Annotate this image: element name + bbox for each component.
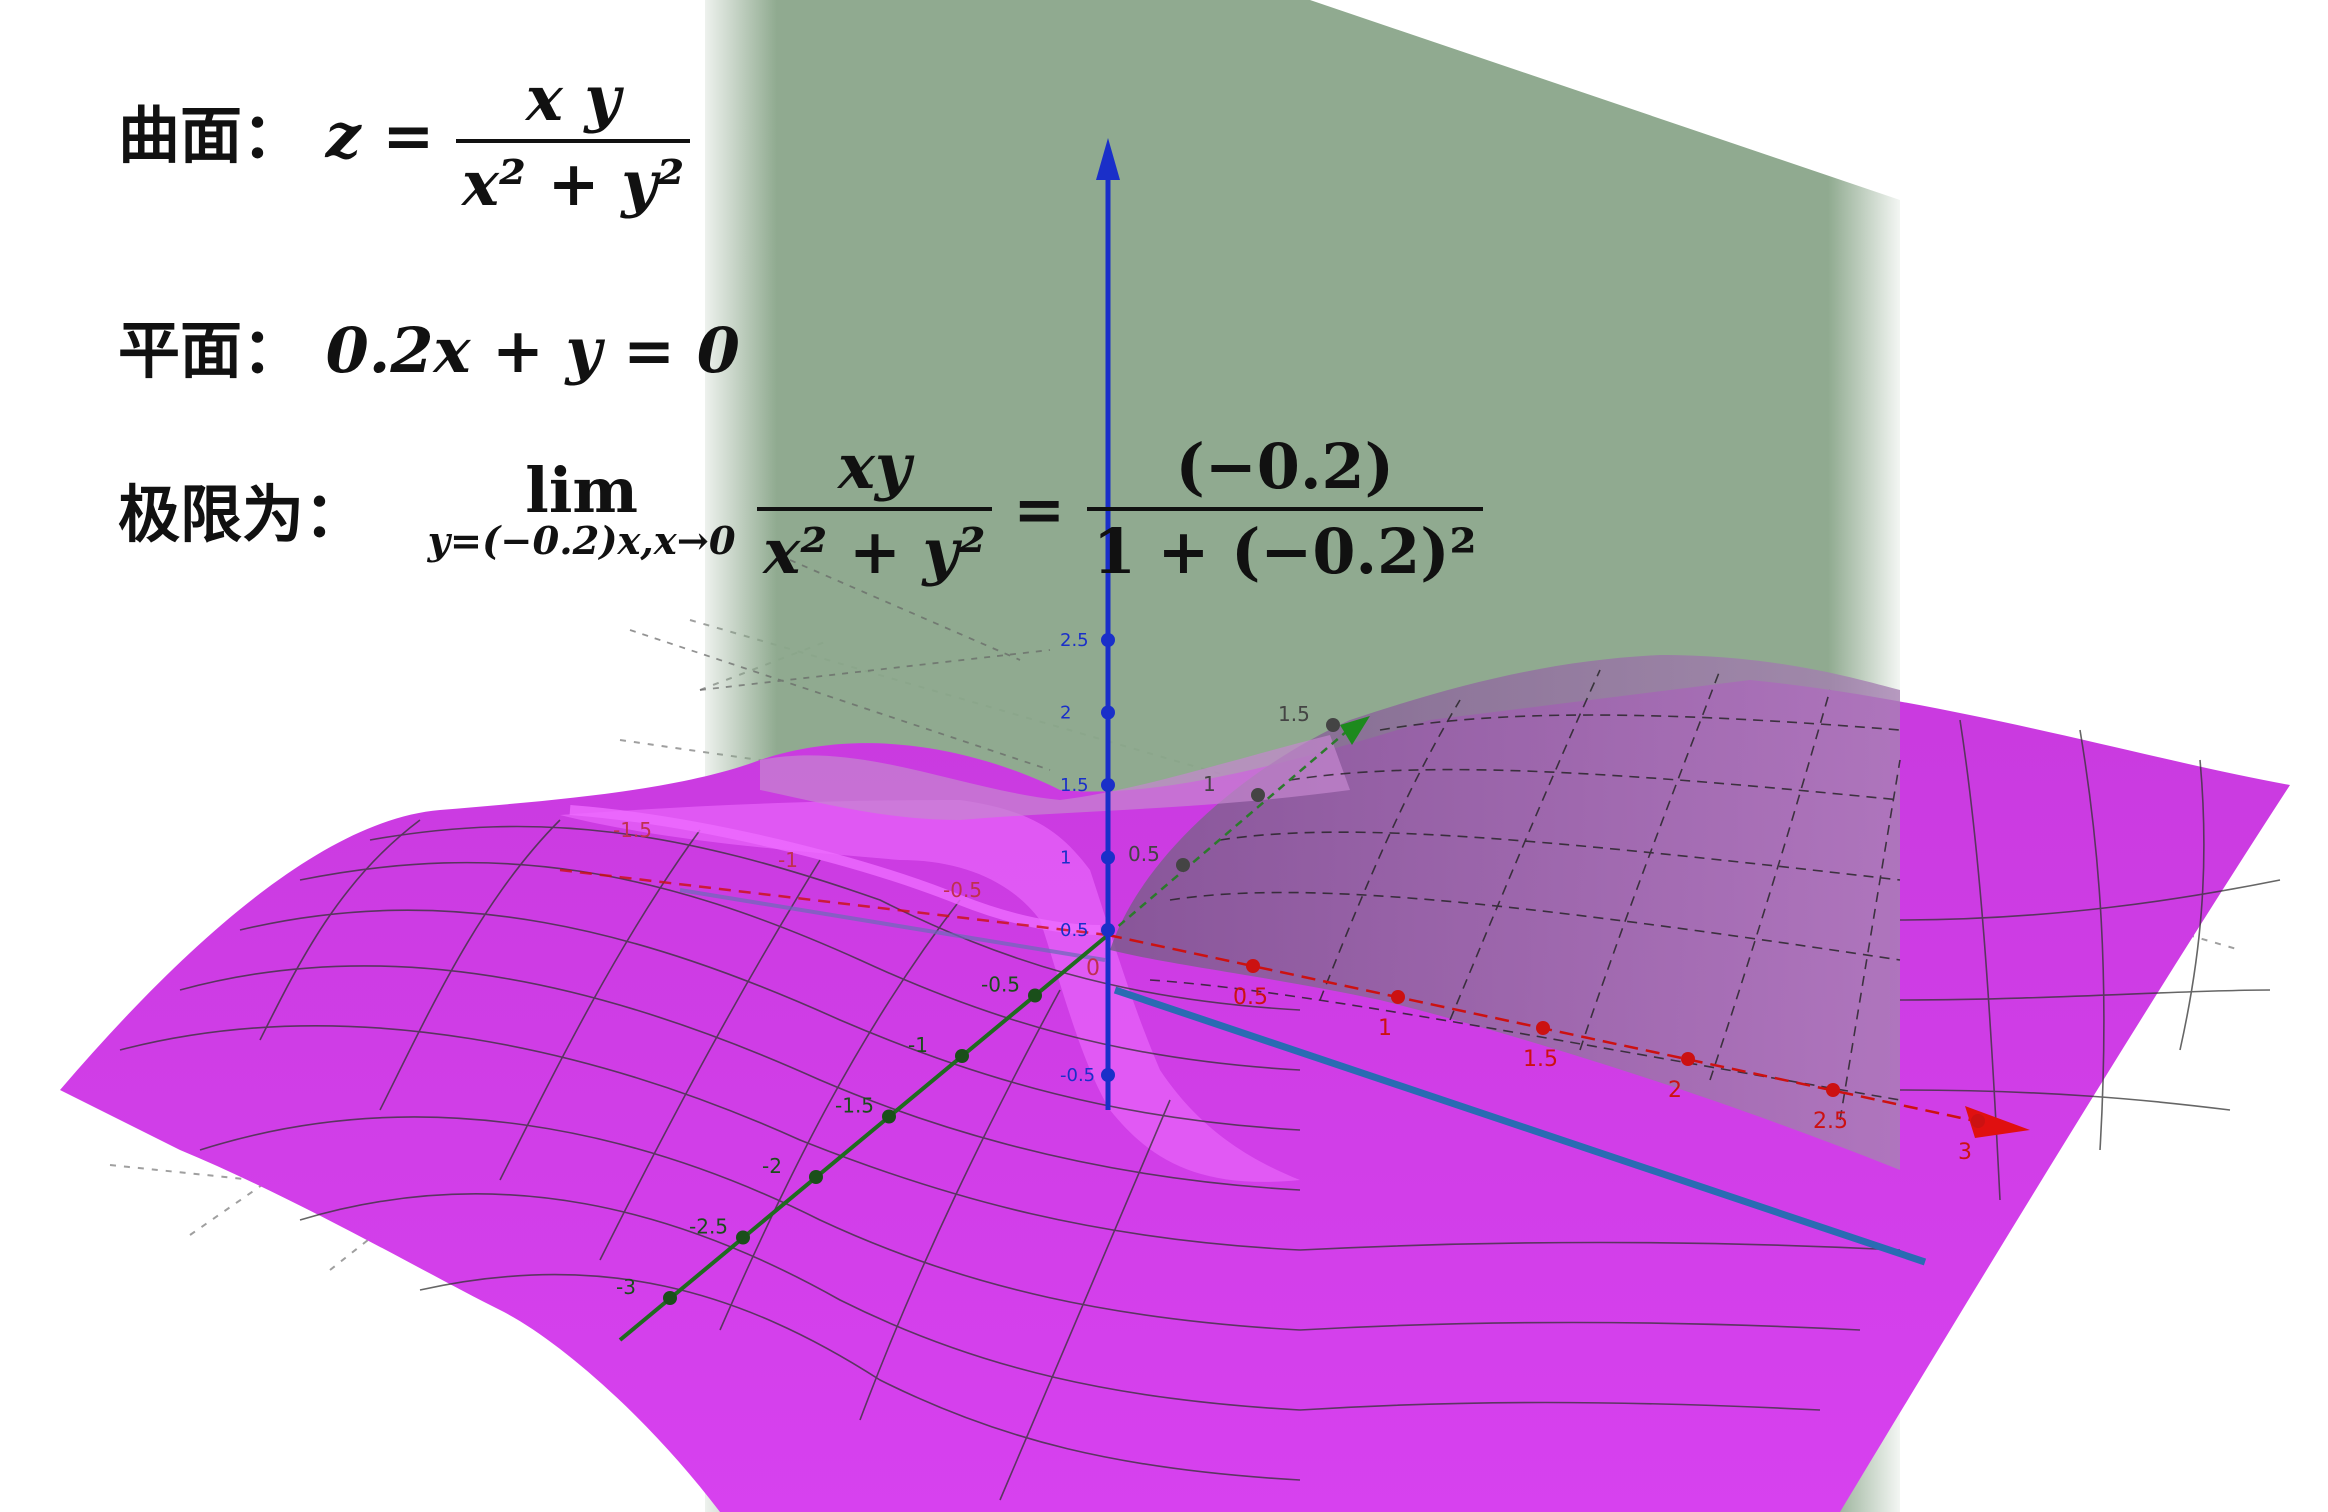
y-tick-0.5-dot <box>1176 858 1190 872</box>
surface-formula: 曲面： z = x y x² + y² <box>118 62 691 220</box>
surface-ridge <box>560 800 1300 1182</box>
limit-rhs-fraction: (−0.2) 1 + (−0.2)² <box>1086 430 1483 588</box>
x-tick-2.5-dot <box>1826 1083 1840 1097</box>
origin-label: 0 <box>1086 956 1100 981</box>
z-tick--0.5-label: -0.5 <box>1060 1065 1095 1086</box>
axis-ticks: 2.5 2 1.5 1 0.5 -0.5 0.5 1 1.5 2 2.5 3 -0.5 -1 -1.5 -0.… <box>613 630 1985 1305</box>
x-neg-tick--0.5: -0.5 <box>943 878 982 902</box>
plane-formula-label: 平面： <box>118 314 305 387</box>
limit-rhs-denominator: 1 + (−0.2)² <box>1092 515 1477 588</box>
surface-formula-fraction: x y x² + y² <box>455 62 691 220</box>
y-neg-tick--1.5-dot <box>882 1109 896 1124</box>
y-neg-tick--0.5-dot <box>1028 988 1042 1003</box>
y-neg-tick--2-label: -2 <box>762 1154 782 1178</box>
x-neg-tick--1: -1 <box>778 848 798 872</box>
surface-formula-denominator: x² + y² <box>461 147 685 220</box>
z-tick-1-dot <box>1101 850 1115 865</box>
z-tick-2-dot <box>1101 705 1115 720</box>
y-neg-tick--3-label: -3 <box>616 1275 636 1299</box>
y-neg-tick--2.5-label: -2.5 <box>689 1215 728 1239</box>
surface-formula-lhs: z = <box>325 99 435 172</box>
x-tick-3-dot <box>1971 1114 1985 1128</box>
surface-formula-numerator: x y <box>455 62 691 143</box>
y-tick-1-label: 1 <box>1203 772 1216 796</box>
y-tick-0.5-label: 0.5 <box>1128 842 1160 866</box>
plane-formula: 平面： 0.2x + y = 0 <box>118 300 740 390</box>
surface-formula-label: 曲面： <box>118 99 305 172</box>
x-tick-3-label: 3 <box>1958 1140 1972 1165</box>
limit-formula-label: 极限为： <box>118 478 367 551</box>
x-tick-2.5-label: 2.5 <box>1813 1109 1848 1134</box>
y-neg-tick--3-dot <box>663 1291 677 1305</box>
y-tick-1-dot <box>1251 788 1265 802</box>
y-axis <box>618 716 1370 1342</box>
helper-dashes <box>629 559 1051 771</box>
limit-fraction: xy x² + y² <box>757 430 992 588</box>
limit-denominator: x² + y² <box>763 515 986 588</box>
y-neg-tick--1-label: -1 <box>908 1033 928 1057</box>
x-tick-0.5-dot <box>1246 959 1260 973</box>
surface-mesh <box>119 719 2281 1501</box>
plane-formula-equation: 0.2x + y = 0 <box>325 314 740 387</box>
y-tick-1.5-dot <box>1326 718 1340 732</box>
x-tick-1.5-dot <box>1536 1021 1550 1035</box>
intersection-line-back <box>679 888 1106 962</box>
x-tick-1-label: 1 <box>1378 1016 1392 1041</box>
surface-back-ridge <box>760 735 1350 820</box>
y-neg-tick--1.5-label: -1.5 <box>835 1094 874 1118</box>
limit-equals: = <box>1013 472 1066 546</box>
limit-rhs-numerator: (−0.2) <box>1086 430 1483 511</box>
y-neg-tick--1-dot <box>955 1049 969 1063</box>
x-tick-1.5-label: 1.5 <box>1523 1047 1558 1072</box>
limit-formula: 极限为： lim y=(−0.2)x,x→0 xy x² + y² = (−0.… <box>118 430 1483 588</box>
z-tick-2.5-dot <box>1101 633 1115 647</box>
y-neg-tick--0.5-label: -0.5 <box>981 973 1020 997</box>
limit-operator: lim y=(−0.2)x,x→0 <box>428 454 736 564</box>
z-tick-1.5-label: 1.5 <box>1060 775 1089 796</box>
limit-subscript: y=(−0.2)x,x→0 <box>427 519 736 564</box>
x-tick-0.5-label: 0.5 <box>1233 985 1268 1010</box>
z-tick-0.5-label: 0.5 <box>1060 920 1089 941</box>
x-tick-1-dot <box>1391 990 1405 1004</box>
z-tick-0.5-dot <box>1101 923 1115 937</box>
z-tick-1.5-dot <box>1101 778 1115 792</box>
x-neg-tick--1.5: -1.5 <box>613 818 652 842</box>
z-tick--0.5-dot <box>1101 1068 1115 1082</box>
limit-lim-text: lim <box>525 454 638 527</box>
z-tick-1-label: 1 <box>1060 848 1071 869</box>
limit-numerator: xy <box>757 430 992 511</box>
x-tick-2-label: 2 <box>1668 1078 1682 1103</box>
intersection-line <box>1113 986 1927 1266</box>
z-tick-2-label: 2 <box>1060 703 1071 724</box>
y-neg-tick--2-dot <box>809 1170 823 1184</box>
intersection-curve <box>569 805 1101 935</box>
x-tick-2-dot <box>1681 1052 1695 1066</box>
y-tick-1.5-label: 1.5 <box>1278 702 1310 726</box>
y-neg-tick--2.5-dot <box>736 1230 750 1245</box>
z-tick-2.5-label: 2.5 <box>1060 630 1089 651</box>
